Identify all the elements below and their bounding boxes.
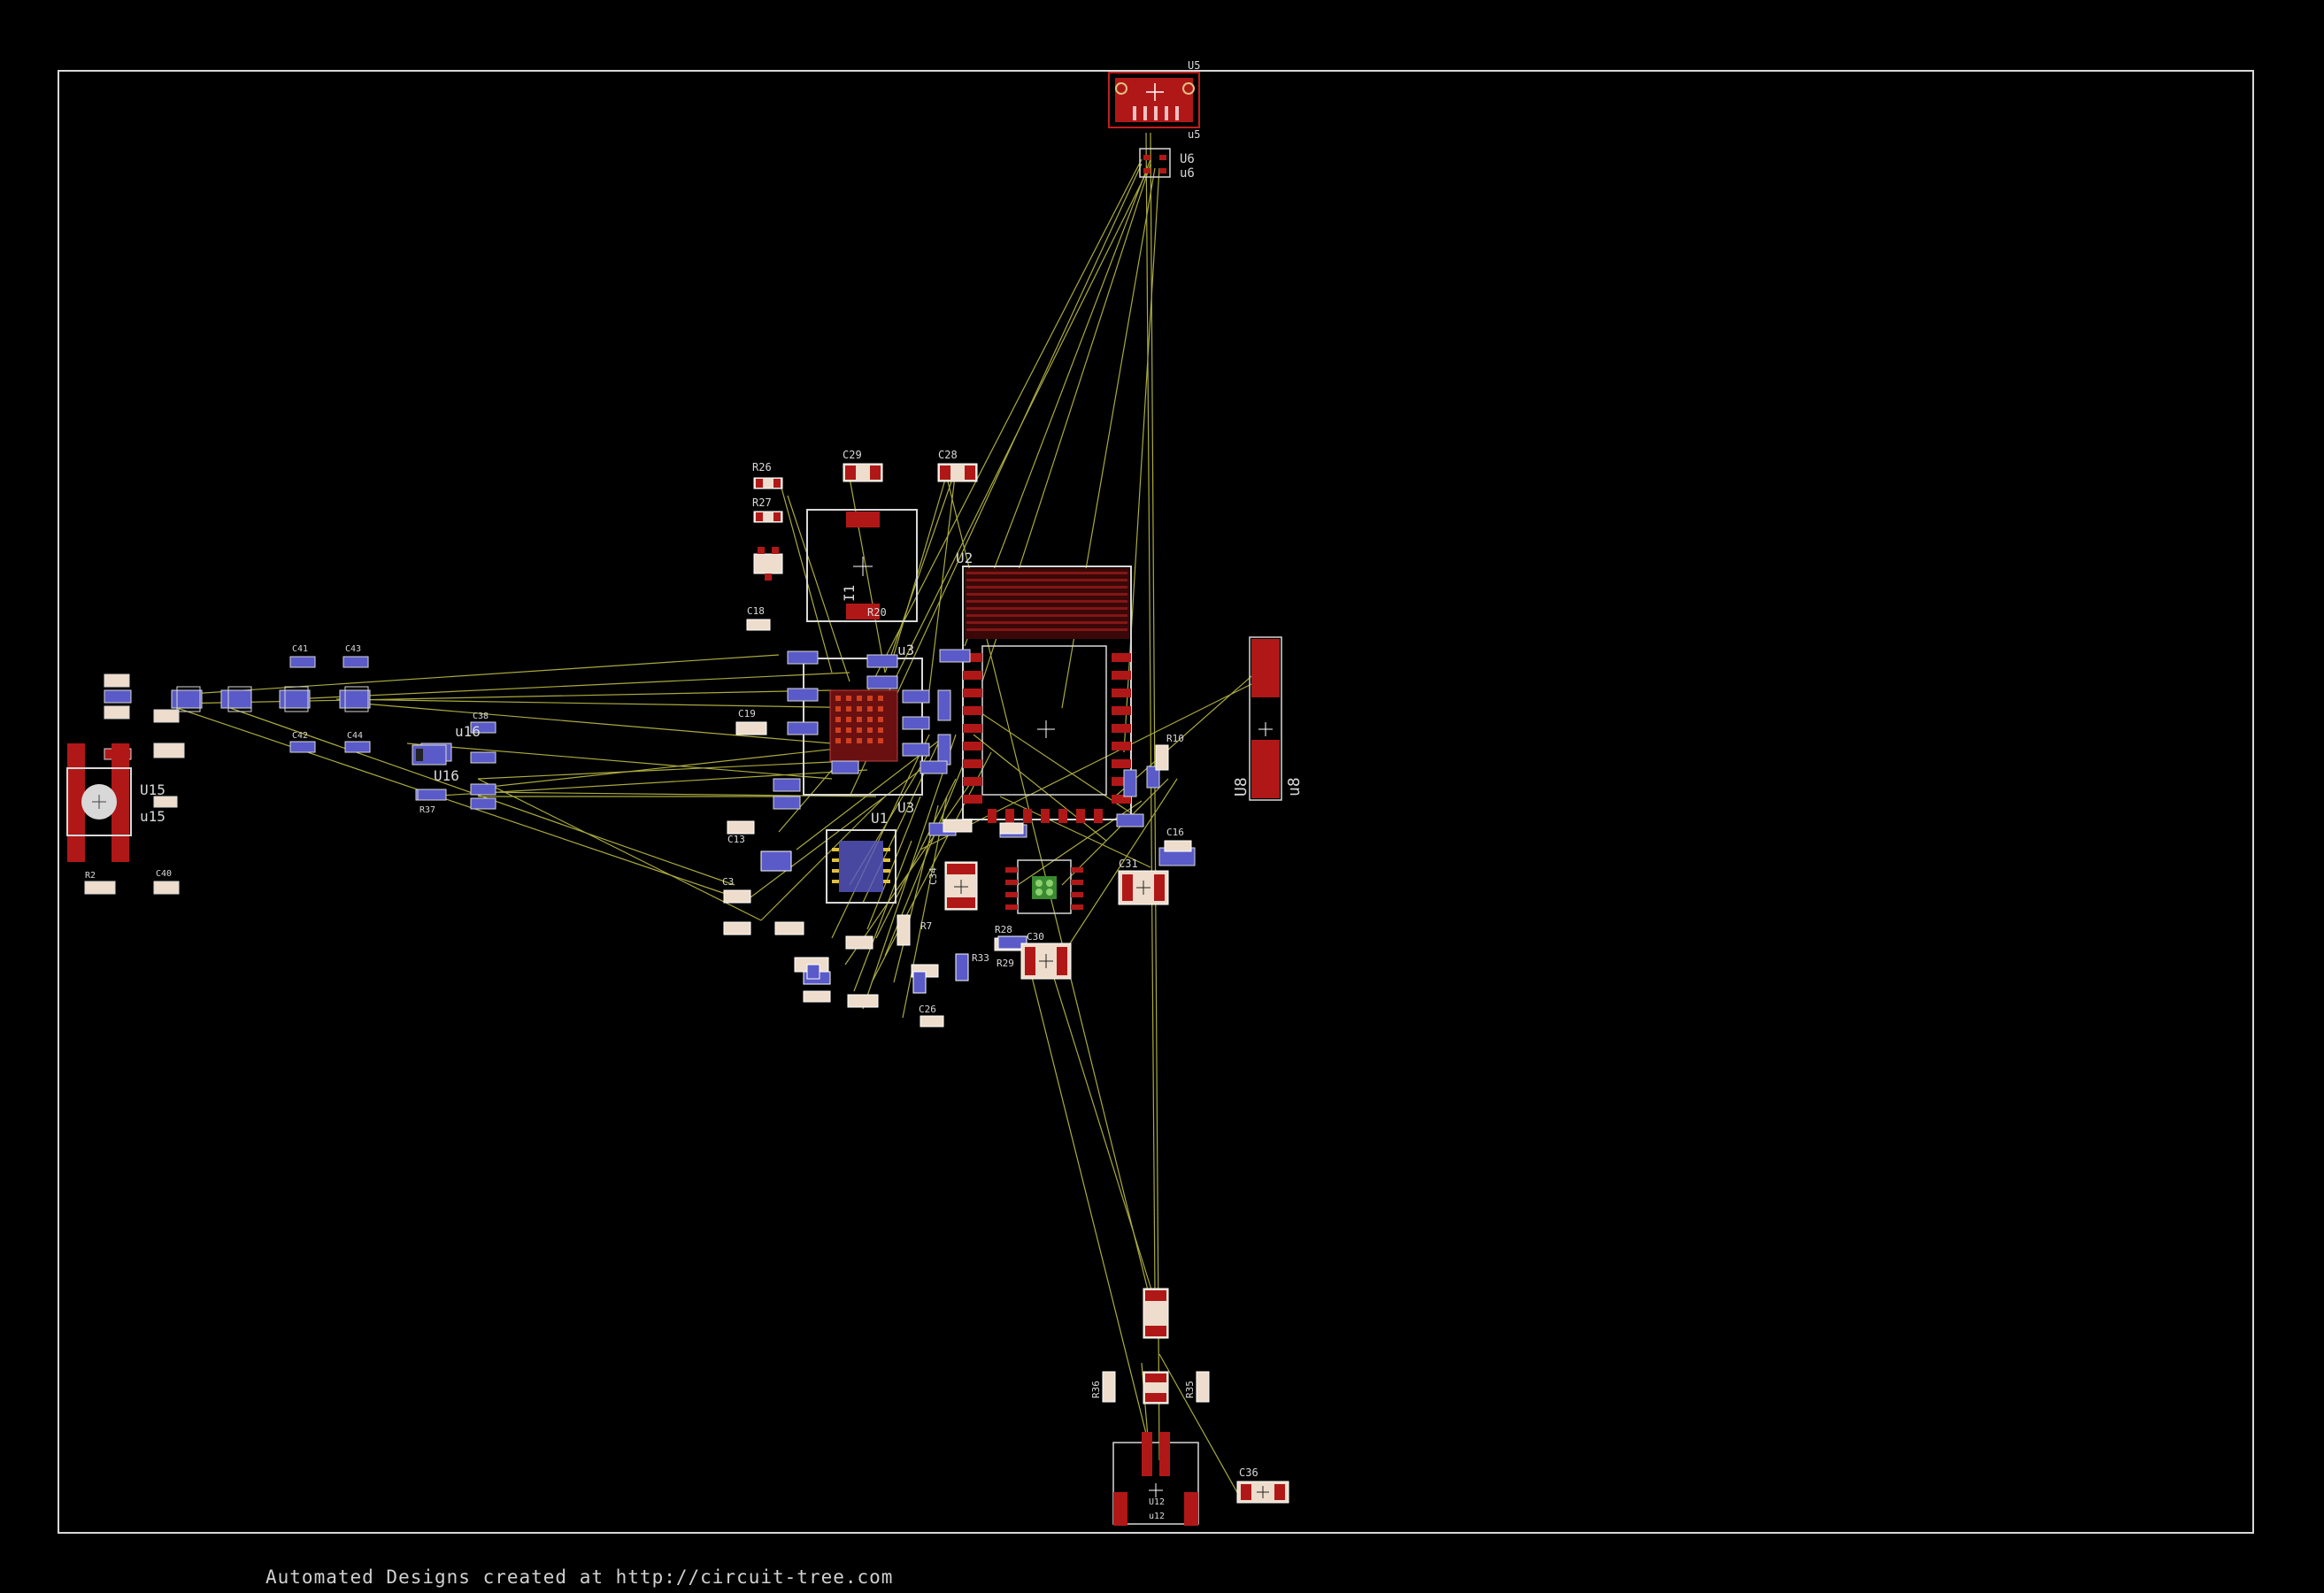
c41-label: C41	[292, 644, 308, 654]
component-c35[interactable]	[1143, 1371, 1169, 1404]
component-c31[interactable]: C31	[1118, 858, 1169, 905]
component-i1[interactable]: I1 R20	[806, 509, 918, 622]
c18-label: C18	[747, 605, 765, 617]
component-c16[interactable]: C16	[1164, 827, 1192, 852]
c30-label: C30	[1027, 931, 1044, 943]
r10-label: R10	[1166, 733, 1184, 744]
component-c36[interactable]: C36	[1236, 1466, 1289, 1504]
component-r27[interactable]: R27	[752, 496, 783, 523]
component-r35[interactable]: R35	[1184, 1371, 1210, 1403]
component-u16[interactable]: u16 U16	[412, 723, 481, 784]
c34-label: C34	[927, 867, 939, 885]
u12-label: U12	[1149, 1497, 1165, 1507]
r2-label: R2	[85, 871, 96, 881]
c19-label: C19	[738, 708, 756, 720]
r28-label: R28	[995, 924, 1012, 935]
component-u5[interactable]: U5 u5	[1108, 59, 1200, 141]
c31-label: C31	[1119, 858, 1138, 870]
r7-label: R7	[920, 920, 932, 932]
c26-label: C26	[919, 1004, 936, 1015]
component-u10[interactable]	[1005, 859, 1083, 914]
component-c30[interactable]: C30 R29	[997, 931, 1072, 980]
component-u3[interactable]: u3 U3	[803, 642, 923, 816]
component-r36[interactable]: R36	[1090, 1371, 1116, 1403]
c28-label: C28	[938, 449, 958, 461]
u1-label: U1	[871, 810, 888, 827]
component-u9[interactable]	[753, 547, 783, 581]
component-c28[interactable]: C28	[937, 449, 978, 482]
u6-label: U6	[1180, 152, 1195, 166]
c3-label: C3	[722, 876, 734, 888]
component-u1[interactable]: U1	[826, 810, 897, 904]
r29-label: R29	[997, 958, 1014, 969]
u5-label: U5	[1188, 59, 1200, 72]
component-c34[interactable]: C34	[927, 861, 978, 911]
u8-label: U8	[1232, 777, 1250, 796]
c40-label: C40	[156, 869, 172, 879]
c42-label: C42	[292, 731, 308, 741]
i1-label: I1	[841, 585, 858, 602]
r37-label: R37	[419, 805, 435, 815]
component-r26[interactable]: R26	[752, 461, 783, 489]
footer-credit: Automated Designs created at http://circ…	[265, 1566, 894, 1588]
u3-value: u3	[897, 642, 914, 658]
u6-value: u6	[1180, 166, 1195, 181]
r20-label: R20	[867, 606, 887, 619]
u5-value: u5	[1188, 128, 1200, 141]
board-outline	[58, 70, 2254, 1534]
c16-label: C16	[1166, 827, 1184, 838]
component-u6[interactable]: U6 u6	[1139, 148, 1195, 181]
c43-label: C43	[345, 644, 361, 654]
u15-label: U15	[140, 781, 165, 798]
component-u8[interactable]: U8 u8	[1232, 636, 1304, 801]
c29-label: C29	[843, 449, 862, 461]
top-passives-u1[interactable]: C19 C3 C13 R7 C26 C18 R33 R28 R10	[722, 605, 1184, 1027]
r35-label: R35	[1184, 1381, 1196, 1398]
r33-label: R33	[972, 952, 989, 964]
r27-label: R27	[752, 496, 772, 509]
component-u12[interactable]: U12 u12	[1112, 1432, 1199, 1526]
component-u15[interactable]: U15 u15	[66, 743, 165, 862]
component-u2[interactable]: U2	[956, 550, 1132, 823]
c13-label: C13	[727, 834, 745, 845]
left-component-chain[interactable]: C41 C43 C42 C44 C38 R37 R2 C40	[84, 644, 496, 895]
u15-value: u15	[140, 808, 165, 825]
r36-label: R36	[1090, 1381, 1102, 1398]
c18[interactable]	[746, 619, 771, 631]
component-c27[interactable]	[1143, 1288, 1169, 1339]
component-c29[interactable]: C29	[843, 449, 883, 482]
c44-label: C44	[347, 731, 363, 741]
u2-label: U2	[956, 550, 973, 566]
u12-value: u12	[1149, 1512, 1165, 1521]
u16-value: u16	[455, 723, 481, 740]
c36-label: C36	[1239, 1466, 1258, 1479]
u8-value: u8	[1285, 777, 1304, 796]
r26-label: R26	[752, 461, 772, 473]
u16-label: U16	[434, 767, 459, 784]
u3-label: U3	[897, 799, 914, 816]
c38-label: C38	[473, 712, 489, 721]
